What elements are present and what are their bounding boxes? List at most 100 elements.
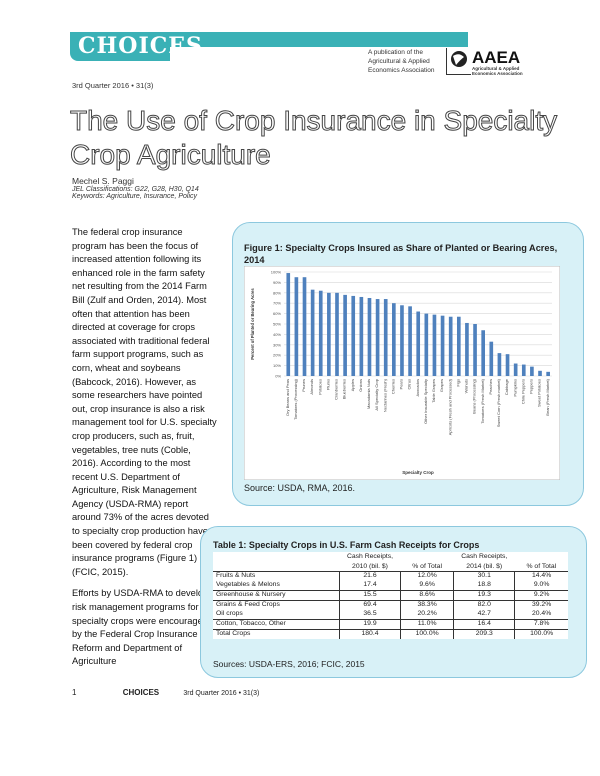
table-row: Total Crops 180.4 100.0% 209.3 100.0%	[213, 629, 568, 639]
bar	[335, 292, 339, 376]
pub-line: Agricultural & Applied	[368, 58, 430, 65]
table-source: Sources: USDA-ERS, 2016; FCIC, 2015	[213, 659, 365, 669]
bar	[513, 363, 518, 376]
x-tick-label: Cherries	[390, 379, 395, 394]
x-tick-label: Grapes	[439, 379, 444, 392]
bar	[359, 296, 364, 376]
cell: 100.0%	[514, 629, 568, 639]
cell: 7.8%	[514, 619, 568, 630]
table-row: Cotton, Tobacco, Other 19.9 11.0% 16.4 7.8%	[213, 619, 568, 630]
table-row: Vegetables & Melons 17.4 9.6% 18.8 9.0%	[213, 581, 568, 591]
col-header: % of Total	[526, 562, 557, 570]
bar	[440, 315, 445, 376]
bar	[424, 313, 429, 376]
cell: 12.0%	[399, 571, 454, 581]
bar	[302, 277, 307, 376]
y-tick-label: 40%	[273, 332, 281, 337]
row-label: Cotton, Tobacco, Other	[213, 619, 340, 630]
cell: 82.0	[453, 600, 515, 610]
footer-issue: 3rd Quarter 2016 • 31(3)	[183, 690, 260, 697]
bar	[400, 305, 404, 376]
aaea-subtitle: Agricultural & Applied Economics Associa…	[472, 66, 523, 76]
keywords: Keywords: Agriculture, Insurance, Policy	[72, 193, 198, 200]
cell: 16.4	[453, 619, 515, 630]
cell: 209.3	[453, 629, 515, 639]
y-tick-label: 30%	[273, 342, 281, 347]
x-axis-label: Specialty Crop	[402, 470, 434, 475]
x-tick-label: Walnuts	[464, 379, 469, 393]
y-tick-label: 100%	[271, 270, 282, 275]
cell: 30.1	[453, 571, 515, 581]
aaea-logo: AAEA	[472, 48, 521, 67]
x-tick-label: Cabbage	[504, 378, 509, 395]
cell: 39.2%	[514, 600, 568, 610]
x-tick-label: Sweet Corn (Fresh market)	[496, 378, 501, 427]
y-tick-label: 80%	[273, 290, 281, 295]
bar	[465, 322, 469, 376]
col-header: Cash Receipts, 2014 (bil. $)	[461, 553, 508, 570]
row-label: Total Crops	[213, 629, 340, 639]
x-tick-label: Plums	[325, 379, 330, 390]
x-tick-label: Onions	[358, 379, 363, 392]
x-tick-label: Citrus	[407, 379, 412, 389]
choices-logo: CHOICES	[78, 33, 203, 59]
x-tick-label: Tomatoes (Fresh Market)	[480, 378, 485, 423]
cell: 11.0%	[399, 619, 454, 630]
bar	[343, 294, 347, 376]
cell: 19.9	[339, 619, 401, 630]
cell: 69.4	[339, 600, 401, 610]
cell: 14.4%	[514, 571, 568, 581]
cell: 36.5	[339, 610, 401, 620]
issue-label: 3rd Quarter 2016 • 31(3)	[72, 81, 154, 90]
bar	[473, 324, 477, 376]
y-tick-label: 0%	[275, 374, 281, 379]
bar	[408, 306, 412, 376]
choices-logo-bg	[70, 32, 170, 61]
bar	[530, 366, 534, 376]
cell: 19.3	[453, 590, 515, 601]
x-tick-label: Macadamia Nuts	[366, 379, 371, 409]
col-header: % of Total	[412, 562, 442, 570]
cell: 9.0%	[514, 581, 568, 591]
x-tick-label: Peppers	[529, 379, 534, 394]
y-axis-label: Percent of Planted or Bearing Acres	[250, 288, 255, 360]
cell: 9.6%	[399, 581, 454, 591]
y-tick-label: 90%	[273, 280, 281, 285]
bar	[351, 295, 356, 376]
bar	[546, 371, 550, 376]
bar	[367, 298, 372, 376]
x-tick-label: Bean (Fresh Market)	[545, 378, 550, 415]
col-header: Cash Receipts, 2010 (bil. $)	[346, 553, 394, 570]
table-row: Fruits & Nuts 21.6 12.0% 30.1 14.4%	[213, 571, 568, 581]
bar	[456, 316, 461, 376]
row-label: Grains & Feed Crops	[213, 600, 340, 610]
cell: 100.0%	[399, 629, 454, 639]
article-body: The federal crop insurance program has b…	[72, 226, 217, 677]
row-label: Oil crops	[216, 610, 243, 618]
x-tick-label: Cranberries	[334, 379, 339, 400]
bar	[294, 277, 299, 376]
figure-title: Figure 1: Specialty Crops Insured as Sha…	[244, 243, 558, 265]
x-tick-label: All Specialty Crop	[374, 378, 379, 410]
bar	[383, 299, 388, 376]
cell: 8.6%	[399, 590, 454, 601]
cell: 42.7	[453, 610, 515, 620]
x-tick-label: Nectarines (Fresh)	[382, 378, 387, 412]
cell: 18.8	[453, 581, 515, 591]
x-tick-label: Beans (Processing)	[472, 378, 477, 414]
bar	[416, 311, 421, 376]
x-tick-label: Sweet Potatoes	[537, 379, 542, 407]
row-label: Fruits & Nuts	[213, 571, 340, 581]
cell: 38.3%	[399, 600, 454, 610]
globe-icon	[446, 48, 471, 75]
y-tick-label: 70%	[273, 301, 281, 306]
cell: 20.4%	[514, 610, 568, 620]
pub-line: A publication of the	[368, 49, 423, 56]
x-tick-label: Figs	[455, 379, 460, 387]
bar	[286, 273, 291, 376]
bar	[497, 353, 502, 376]
paragraph: The federal crop insurance program has b…	[72, 227, 217, 577]
footer-journal: CHOICES	[122, 688, 160, 697]
row-label: Vegetables & Melons	[216, 581, 280, 589]
paragraph: Efforts by USDA-RMA to develop risk mana…	[72, 588, 209, 667]
